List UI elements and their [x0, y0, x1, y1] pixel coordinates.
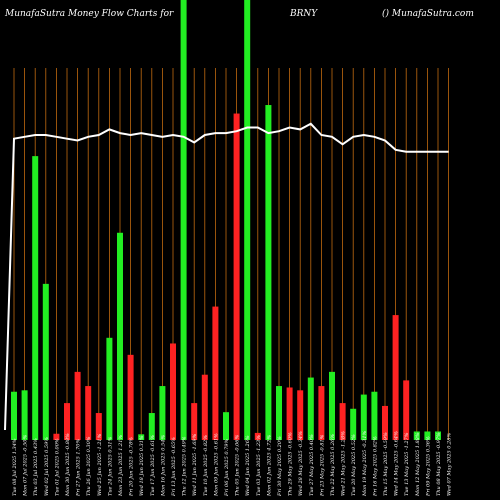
money-flow-bar: [85, 386, 92, 440]
money-flow-bar: [148, 413, 155, 440]
money-flow-bar: [233, 113, 240, 440]
x-tick-label: Wed 14 May 2025 -0.64%: [394, 431, 400, 496]
x-tick-label: Mon 09 Jun 2025 -0.61%: [213, 433, 219, 497]
x-tick-label: Fri 16 May 2025 0.82%: [372, 436, 378, 497]
x-tick-label: Fri 09 May 2025 0.36%: [425, 436, 431, 497]
money-flow-bar: [286, 387, 293, 440]
money-flow-bar: [106, 337, 113, 440]
money-flow-bar: [329, 371, 335, 440]
money-flow-bar: [42, 283, 49, 440]
money-flow-bar: [95, 413, 102, 440]
x-tick-label: Mon 02 Jun 2025 4.72%: [266, 435, 272, 497]
x-tick-label: Tue 03 Jun 2025 -1.23%: [256, 435, 262, 496]
money-flow-bar: [318, 386, 325, 440]
chart-title-left: MunafaSutra Money Flow Charts for: [5, 9, 174, 19]
x-tick-label: Wed 02 Jul 2025 0.59%: [44, 437, 50, 496]
x-tick-label: Thu 03 Jul 2025 0.43%: [33, 438, 39, 496]
money-flow-bar: [382, 405, 388, 440]
x-tick-label: Wed 21 May 2025 -1.28%: [341, 431, 347, 496]
money-flow-bar: [159, 386, 166, 440]
money-flow-bar: [212, 306, 219, 440]
x-tick-label: Mon 19 May 2025 -0.31%: [362, 430, 368, 497]
x-tick-label: Thu 26 Jun 2025 0.30%: [86, 436, 92, 496]
money-flow-bar: [244, 0, 251, 440]
x-tick-label: Fri 06 Jun 2025 0.79%: [224, 439, 230, 497]
money-flow-bar: [21, 390, 28, 440]
x-tick-label: Wed 18 Jun 2025 0.31%: [139, 435, 145, 496]
x-tick-label: Tue 01 Jul 2025 0.00%: [54, 438, 60, 496]
x-tick-label: Wed 28 May 2025 -0.34%: [298, 431, 304, 496]
money-flow-bar: [265, 105, 272, 440]
chart-title-right: () MunafaSutra.com: [382, 9, 474, 19]
money-flow-bar: [223, 412, 229, 440]
money-flow-bar: [297, 390, 304, 440]
x-tick-label: Thu 08 May 2025 -0.97%: [436, 432, 442, 496]
x-tick-label: Tue 13 May 2025 -1.27%: [404, 432, 410, 496]
money-flow-bar: [138, 434, 145, 440]
money-flow-bar: [307, 377, 314, 440]
money-flow-bar: [32, 156, 39, 440]
money-flow-bar: [392, 315, 399, 440]
x-tick-labels: Tue 08 Jul 2025 1.34% Mon 07 Jul 2025 -0.…: [12, 430, 453, 497]
money-flow-bar: [371, 391, 378, 440]
x-tick-label: Wed 07 May 2025 0.28%: [447, 433, 453, 496]
x-tick-label: Mon 30 Jun 2025 -0.88%: [65, 433, 71, 497]
money-flow-bar: [403, 380, 410, 440]
x-tick-label: Wed 11 Jun 2025 -1.69%: [192, 433, 198, 496]
money-flow-bar: [360, 394, 367, 440]
x-tick-label: Thu 12 Jun 2025 0.49%: [182, 436, 188, 496]
money-flow-bar: [191, 403, 198, 440]
money-flow-bar: [350, 408, 357, 440]
x-tick-label: Thu 22 May 2025 0.26%: [330, 434, 336, 496]
money-flow-bar: [424, 431, 431, 440]
x-tick-label: Thu 15 May 2025 -0.59%: [383, 432, 389, 496]
money-flow-bar: [435, 431, 441, 440]
money-flow-bar: [53, 433, 60, 440]
x-tick-label: Thu 05 Jun 2025 -0.06%: [235, 435, 241, 496]
x-tick-label: Tue 20 May 2025 0.52%: [351, 434, 357, 496]
money-flow-bar: [64, 403, 70, 440]
x-tick-label: Fri 13 Jun 2025 -0.65%: [171, 437, 177, 497]
money-flow-bar: [254, 432, 261, 440]
x-tick-label: Wed 04 Jun 2025 1.26%: [245, 435, 251, 496]
chart-symbol: BRNY: [290, 9, 318, 19]
money-flow-bar: [11, 391, 17, 440]
x-tick-label: Tue 10 Jun 2025 -0.82%: [203, 435, 209, 496]
x-tick-label: Tue 24 Jun 2025 0.31%: [107, 436, 113, 496]
x-tick-label: Mon 23 Jun 2025 1.21%: [118, 435, 124, 497]
money-flow-bar: [170, 343, 176, 440]
x-tick-label: Fri 20 Jun 2025 -0.78%: [129, 437, 135, 497]
x-tick-label: Fri 30 May 2025 0.20%: [277, 436, 283, 497]
x-tick-label: Mon 07 Jul 2025 -0.50%: [23, 435, 29, 497]
money-flow-bar: [180, 0, 187, 440]
x-tick-label: Wed 25 Jun 2025 -1.21%: [97, 433, 103, 496]
x-tick-label: Tue 27 May 2025 0.40%: [309, 434, 315, 496]
bar-series: [11, 0, 441, 440]
money-flow-bar: [413, 431, 420, 440]
money-flow-bar: [74, 371, 81, 440]
price-line: [4, 122, 449, 431]
money-flow-bar: [117, 232, 123, 440]
money-flow-bar: [276, 386, 282, 440]
x-tick-label: Tue 08 Jul 2025 1.34%: [12, 438, 18, 496]
money-flow-bar: [339, 403, 346, 440]
x-tick-label: Mon 12 May 2025 1.88%: [415, 432, 421, 497]
x-tick-label: Fri 27 Jun 2025 1.70%: [76, 439, 82, 497]
x-tick-label: Thu 29 May 2025 -0.60%: [288, 432, 294, 496]
x-tick-label: Fri 23 May 2025 -0.81%: [319, 434, 325, 497]
money-flow-bar: [127, 354, 134, 440]
x-tick-label: Mon 16 Jun 2025 0.54%: [160, 435, 166, 497]
money-flow-bar: [201, 374, 208, 440]
x-tick-label: Tue 17 Jun 2025 -0.61%: [150, 435, 156, 496]
